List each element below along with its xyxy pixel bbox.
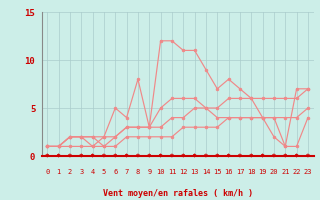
X-axis label: Vent moyen/en rafales ( km/h ): Vent moyen/en rafales ( km/h )	[103, 189, 252, 198]
